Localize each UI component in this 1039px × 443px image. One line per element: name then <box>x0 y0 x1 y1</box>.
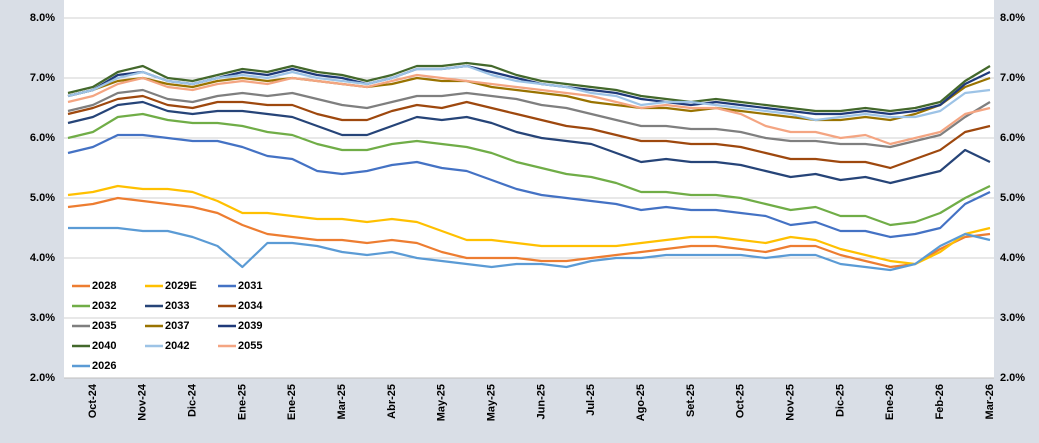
x-tick-label: Feb-26 <box>934 384 946 419</box>
x-tick-label: Jun-25 <box>535 384 547 419</box>
x-tick-label: Jul-25 <box>585 384 597 416</box>
y-tick-label: 8.0% <box>30 12 55 24</box>
x-tick-label: Nov-24 <box>137 383 149 421</box>
y2-tick-label: 4.0% <box>1000 252 1025 264</box>
series-line <box>67 76 991 122</box>
x-tick-label: Set-25 <box>685 384 697 417</box>
legend-label: 2031 <box>238 280 262 292</box>
series-line <box>67 88 991 149</box>
y2-tick-label: 7.0% <box>1000 72 1025 84</box>
series-line <box>68 226 991 272</box>
x-tick-label: Oct-24 <box>87 383 99 418</box>
legend-label: 2040 <box>92 340 116 352</box>
legend-label: 2033 <box>165 300 189 312</box>
legend-label: 2026 <box>92 360 116 372</box>
x-tick-label: Nov-25 <box>785 384 797 421</box>
legend-label: 2028 <box>92 280 116 292</box>
x-tick-label: May-25 <box>436 384 448 421</box>
x-tick-label: May-25 <box>486 384 498 421</box>
x-tick-label: Dic-25 <box>834 384 846 417</box>
series-line <box>67 184 991 266</box>
series-line <box>67 100 991 185</box>
legend-label: 2037 <box>165 320 189 332</box>
x-tick-label: Ene-25 <box>286 384 298 420</box>
x-tick-label: Ene-26 <box>884 384 896 420</box>
y2-tick-label: 5.0% <box>1000 192 1025 204</box>
series-line <box>67 73 991 146</box>
x-tick-label: Abr-25 <box>386 384 398 419</box>
series-line <box>67 64 991 122</box>
legend-label: 2034 <box>238 300 263 312</box>
series-line <box>67 133 991 239</box>
legend-label: 2039 <box>238 320 262 332</box>
series-line <box>67 61 991 113</box>
x-tick-label: Oct-25 <box>735 384 747 418</box>
y-tick-label: 4.0% <box>30 252 55 264</box>
x-tick-label: Ene-25 <box>236 384 248 420</box>
legend-label: 2055 <box>238 340 262 352</box>
legend-label: 2035 <box>92 320 116 332</box>
y-tick-label: 3.0% <box>30 312 55 324</box>
y-tick-label: 5.0% <box>30 192 55 204</box>
y-tick-label: 6.0% <box>30 132 55 144</box>
series-line <box>67 196 991 269</box>
x-tick-label: Ago-25 <box>635 384 647 421</box>
y2-tick-label: 8.0% <box>1000 12 1025 24</box>
y-tick-label: 2.0% <box>30 372 55 384</box>
series-line <box>67 112 991 227</box>
plot-area <box>64 0 994 378</box>
y2-tick-label: 3.0% <box>1000 312 1025 324</box>
legend-label: 2032 <box>92 300 116 312</box>
y-tick-label: 7.0% <box>30 72 55 84</box>
legend-label: 2042 <box>165 340 189 352</box>
x-tick-label: Mar-25 <box>336 384 348 419</box>
x-tick-label: Mar-26 <box>984 384 996 419</box>
x-tick-label: Dic-24 <box>187 383 199 417</box>
y2-tick-label: 2.0% <box>1000 372 1025 384</box>
y2-tick-label: 6.0% <box>1000 132 1025 144</box>
series-line <box>67 94 991 170</box>
legend-label: 2029E <box>165 280 197 292</box>
